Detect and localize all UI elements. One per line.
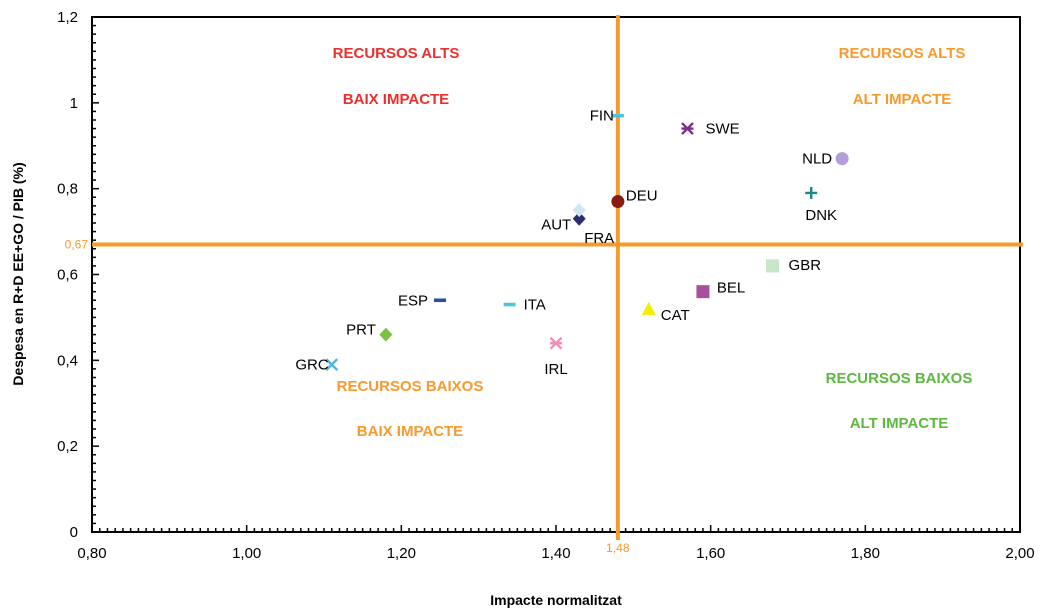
quadrant-labels: RECURSOS ALTS BAIX IMPACTE RECURSOS ALTS AL…: [333, 45, 973, 440]
point-label-fin: FIN: [590, 108, 614, 125]
quadrant-label: ALT IMPACTE: [850, 415, 949, 432]
data-point-gbr: [766, 259, 780, 273]
quadrant-label: RECURSOS BAIXOS: [826, 370, 973, 387]
y-tick-label: 0,2: [57, 438, 78, 455]
point-label-aut: AUT: [541, 217, 571, 234]
y-tick-label: 0,4: [57, 352, 78, 369]
y-tick-label: 1,2: [57, 9, 78, 26]
point-label-cat: CAT: [661, 307, 690, 324]
y-tick-label: 0,8: [57, 181, 78, 198]
quadrant-label: BAIX IMPACTE: [357, 423, 463, 440]
point-label-dnk: DNK: [805, 207, 837, 224]
quadrant-label: RECURSOS ALTS: [839, 45, 966, 62]
point-label-nld: NLD: [802, 151, 832, 168]
point-label-irl: IRL: [544, 361, 567, 378]
data-point-dnk: [805, 186, 818, 199]
point-label-grc: GRC: [295, 357, 329, 374]
y-tick-label: 0: [70, 524, 78, 541]
data-point-cat: [641, 301, 656, 315]
quadrant-label: ALT IMPACTE: [853, 91, 952, 108]
data-point-fra: [572, 203, 586, 218]
data-point-prt: [379, 327, 393, 342]
point-label-deu: DEU: [626, 188, 658, 205]
quadrant-label: BAIX IMPACTE: [343, 91, 449, 108]
x-reference-label: 1,48: [606, 541, 630, 555]
x-tick-label: 0,80: [77, 545, 106, 562]
point-label-prt: PRT: [346, 322, 376, 339]
data-point-aut: [572, 211, 586, 226]
point-label-fra: FRA: [584, 230, 614, 247]
y-tick-label: 0,6: [57, 267, 78, 284]
data-point-grc: [325, 358, 339, 371]
point-label-swe: SWE: [705, 121, 739, 138]
axes: [91, 16, 1021, 533]
x-axis-title: Impacte normalitzat: [490, 592, 622, 608]
point-label-bel: BEL: [717, 280, 745, 297]
data-point-bel: [696, 285, 710, 299]
reference-lines: 0,67 1,48: [65, 15, 1023, 555]
data-point-swe: [681, 122, 694, 135]
data-point-deu: [611, 195, 625, 209]
tick-labels: 0,80 1,00 1,20 1,40 1,60 1,80 2,0000,20,40,60,…: [57, 9, 1034, 562]
data-points: FIN SWE NLD DEU DNK AUT FRA GBR BEL ESP ITA CAT PRT I…: [295, 108, 849, 378]
y-reference-label: 0,67: [65, 237, 89, 251]
x-tick-label: 1,80: [851, 545, 880, 562]
x-tick-label: 1,60: [696, 545, 725, 562]
quadrant-label: RECURSOS BAIXOS: [337, 378, 484, 395]
quadrant-label: RECURSOS ALTS: [333, 45, 460, 62]
data-point-nld: [835, 152, 849, 166]
data-point-irl: [549, 336, 563, 350]
data-point-ita: [503, 302, 516, 307]
point-label-esp: ESP: [398, 292, 428, 309]
x-tick-label: 2,00: [1005, 545, 1034, 562]
data-point-fin: [611, 113, 624, 118]
point-label-gbr: GBR: [789, 257, 822, 274]
x-tick-label: 1,40: [541, 545, 570, 562]
y-tick-label: 1: [70, 95, 78, 112]
data-point-esp: [434, 298, 446, 303]
x-tick-label: 1,20: [387, 545, 416, 562]
x-tick-label: 1,00: [232, 545, 261, 562]
y-axis-title: Despesa en R+D EE+GO / PIB (%): [10, 162, 26, 385]
point-label-ita: ITA: [524, 297, 546, 314]
